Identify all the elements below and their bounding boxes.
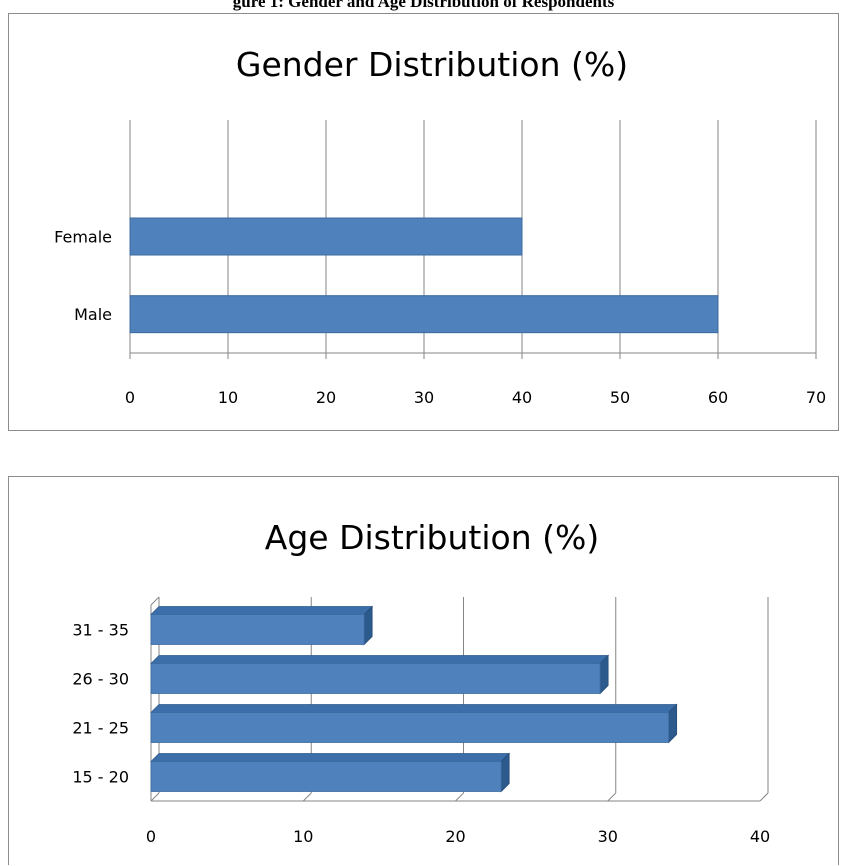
x-tick-label: 40 (750, 827, 770, 846)
x-tick-label: 10 (218, 388, 238, 407)
bar-front-face (150, 663, 601, 694)
category-label-26-30: 26 - 30 (72, 670, 129, 689)
figure-caption: gure 1: Gender and Age Distribution of R… (232, 0, 615, 11)
bar-male (129, 295, 719, 334)
category-label-21-25: 21 - 25 (72, 719, 129, 738)
bar-female (129, 217, 523, 256)
age-chart-panel: Age Distribution (%) 0 10 20 30 40 15 - 20 21 … (8, 476, 839, 865)
gender-chart: Gender Distribution (%) 0 10 20 30 40 50 60 70 M… (54, 45, 826, 407)
bar-15-20 (150, 752, 511, 793)
floor-line (455, 792, 464, 802)
x-tick-label: 30 (414, 388, 434, 407)
bar-front-face (150, 614, 365, 645)
bar-top-face (150, 606, 374, 615)
x-tick-label: 30 (598, 827, 618, 846)
age-chart-title: Age Distribution (%) (265, 518, 599, 557)
age-chart: Age Distribution (%) 0 10 20 30 40 15 - 20 21 … (72, 518, 770, 846)
floor-line (607, 792, 617, 802)
bar-21-25 (150, 703, 678, 744)
x-tick-label: 60 (708, 388, 728, 407)
x-tick-label: 20 (316, 388, 336, 407)
bar-top-face (150, 753, 511, 762)
left-wall-top (150, 596, 160, 606)
bar-top-face (150, 655, 610, 664)
floor-line (759, 792, 769, 802)
category-label-male: Male (74, 305, 112, 324)
category-label-15-20: 15 - 20 (72, 768, 129, 787)
x-tick-label: 20 (445, 827, 465, 846)
x-tick-label: 50 (610, 388, 630, 407)
bar-31-35 (150, 605, 374, 646)
floor-line (302, 792, 312, 802)
x-tick-label: 10 (293, 827, 313, 846)
category-label-31-35: 31 - 35 (72, 621, 129, 640)
x-tick-label: 0 (125, 388, 135, 407)
gender-chart-panel: Gender Distribution (%) 0 10 20 30 40 50 60 70 M… (8, 13, 839, 431)
bar-26-30 (150, 654, 610, 695)
bar-front-face (150, 761, 502, 792)
x-tick-label: 40 (512, 388, 532, 407)
floor-line (150, 792, 160, 802)
x-tick-label: 70 (806, 388, 826, 407)
bar-front-face (150, 712, 670, 743)
x-tick-label: 0 (146, 827, 156, 846)
category-label-female: Female (54, 228, 112, 247)
bar-top-face (150, 704, 678, 713)
gender-chart-title: Gender Distribution (%) (236, 45, 628, 84)
